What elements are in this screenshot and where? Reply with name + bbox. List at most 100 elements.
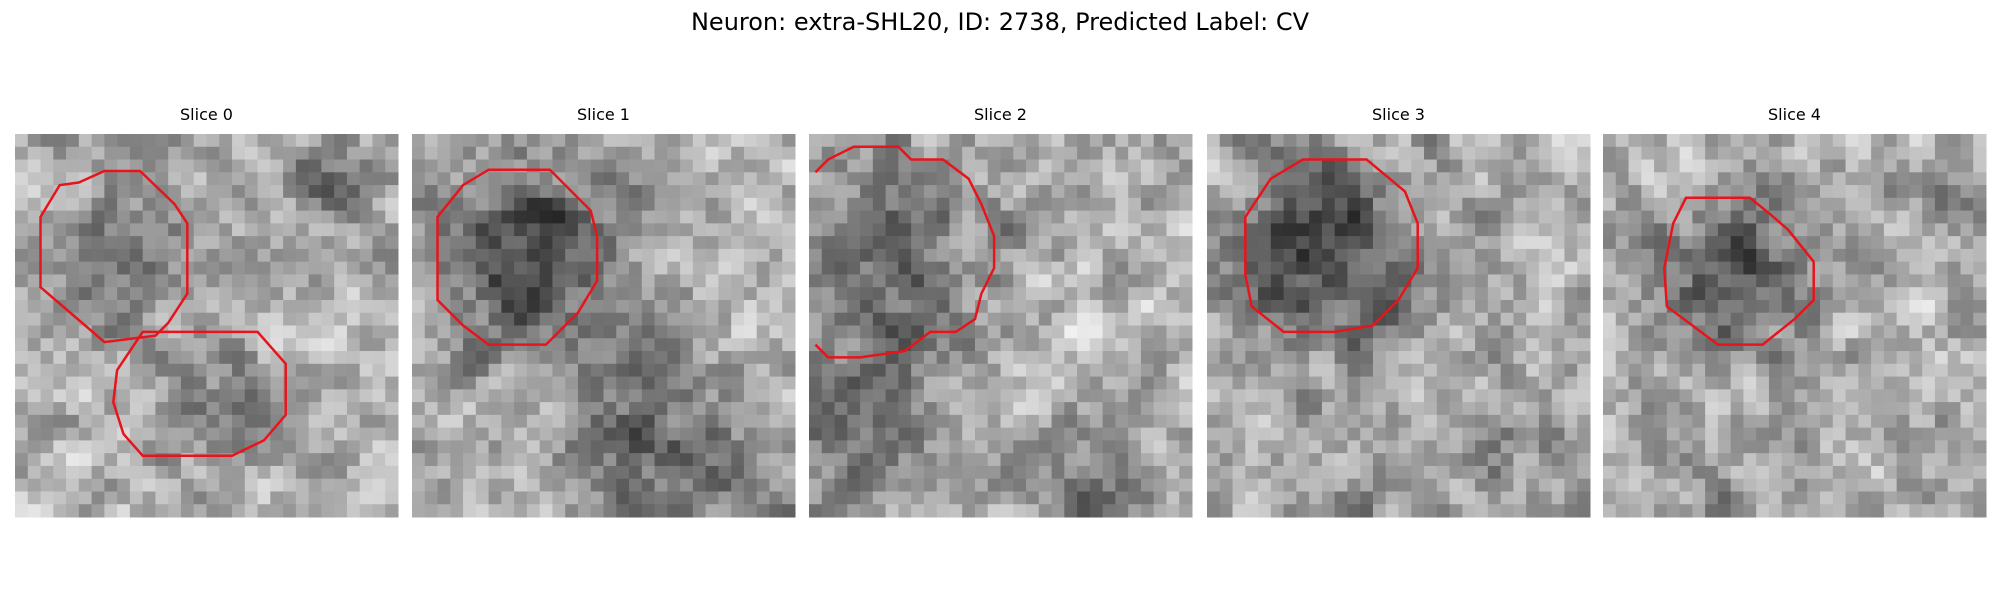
pixel [911,376,925,390]
pixel [1360,261,1374,275]
pixel [641,389,656,403]
pixel [1207,134,1221,148]
pixel [450,491,464,505]
pixel [821,299,836,314]
pixel [885,274,899,288]
pixel [1051,504,1065,518]
pixel [1436,389,1451,403]
pixel [1449,440,1463,454]
pixel [1896,236,1910,250]
pixel [1538,146,1553,161]
pixel [40,299,54,314]
pixel [1922,261,1936,275]
pixel [1871,261,1885,275]
pixel [27,389,42,403]
pixel [346,465,361,480]
pixel [321,236,335,250]
pixel [1038,236,1053,250]
pixel [1513,210,1527,224]
pixel [847,274,861,288]
pixel [847,325,861,339]
pixel [1102,248,1116,263]
pixel [705,351,719,365]
pixel [821,261,836,275]
pixel [731,504,745,518]
pixel [1219,248,1234,263]
pixel [616,312,630,326]
pixel [1743,414,1757,429]
pixel [834,363,848,378]
pixel [1654,402,1668,416]
pixel [1179,172,1193,186]
pixel [987,478,1001,492]
pixel [1781,440,1795,454]
pixel [488,453,502,467]
pixel [1551,402,1565,416]
pixel [412,440,426,454]
pixel [603,159,617,173]
pixel [1500,440,1514,454]
pixel [142,414,156,429]
pixel [1526,491,1540,505]
pixel [475,465,490,480]
pixel [295,248,310,263]
pixel [475,159,490,173]
pixel [949,478,963,492]
pixel [769,427,783,441]
pixel [1258,261,1272,275]
pixel [1026,453,1040,467]
pixel [1679,223,1693,237]
pixel [1705,248,1719,263]
pixel [667,427,681,441]
pixel [1858,236,1872,250]
pixel [769,236,783,250]
pixel [488,236,502,250]
pixel [1270,185,1285,199]
pixel [1487,210,1502,224]
pixel [1947,236,1961,250]
pixel [53,287,67,301]
pixel [463,440,477,454]
pixel [756,363,770,378]
pixel [1564,338,1578,352]
pixel [1051,261,1065,275]
pixel [1385,453,1399,467]
pixel [308,274,322,288]
pixel [129,478,144,492]
pixel [667,274,681,288]
pixel [180,338,195,352]
pixel [1166,351,1180,365]
pixel [1615,261,1630,275]
pixel [308,299,322,314]
pixel [743,402,758,416]
pixel [1526,210,1540,224]
pixel [1922,402,1936,416]
pixel [270,427,284,441]
pixel [1462,185,1476,199]
pixel [1820,274,1834,288]
pixel [232,478,246,492]
pixel [821,172,836,186]
pixel [654,223,668,237]
pixel [847,338,861,352]
pixel [898,376,912,390]
pixel [911,325,925,339]
pixel [1781,414,1795,429]
pixel [463,351,477,365]
pixel [1334,414,1348,429]
pixel [1845,274,1859,288]
pixel [219,287,233,301]
pixel [590,172,604,186]
pixel [974,325,989,339]
pixel [53,312,67,326]
contour [1244,158,1419,334]
pixel [488,491,502,505]
pixel [463,134,477,148]
pixel [1781,159,1795,173]
pixel [1258,338,1272,352]
pixel [1807,134,1821,148]
pixel [1436,274,1451,288]
pixel [923,389,938,403]
pixel [692,491,707,505]
pixel [1628,299,1642,314]
